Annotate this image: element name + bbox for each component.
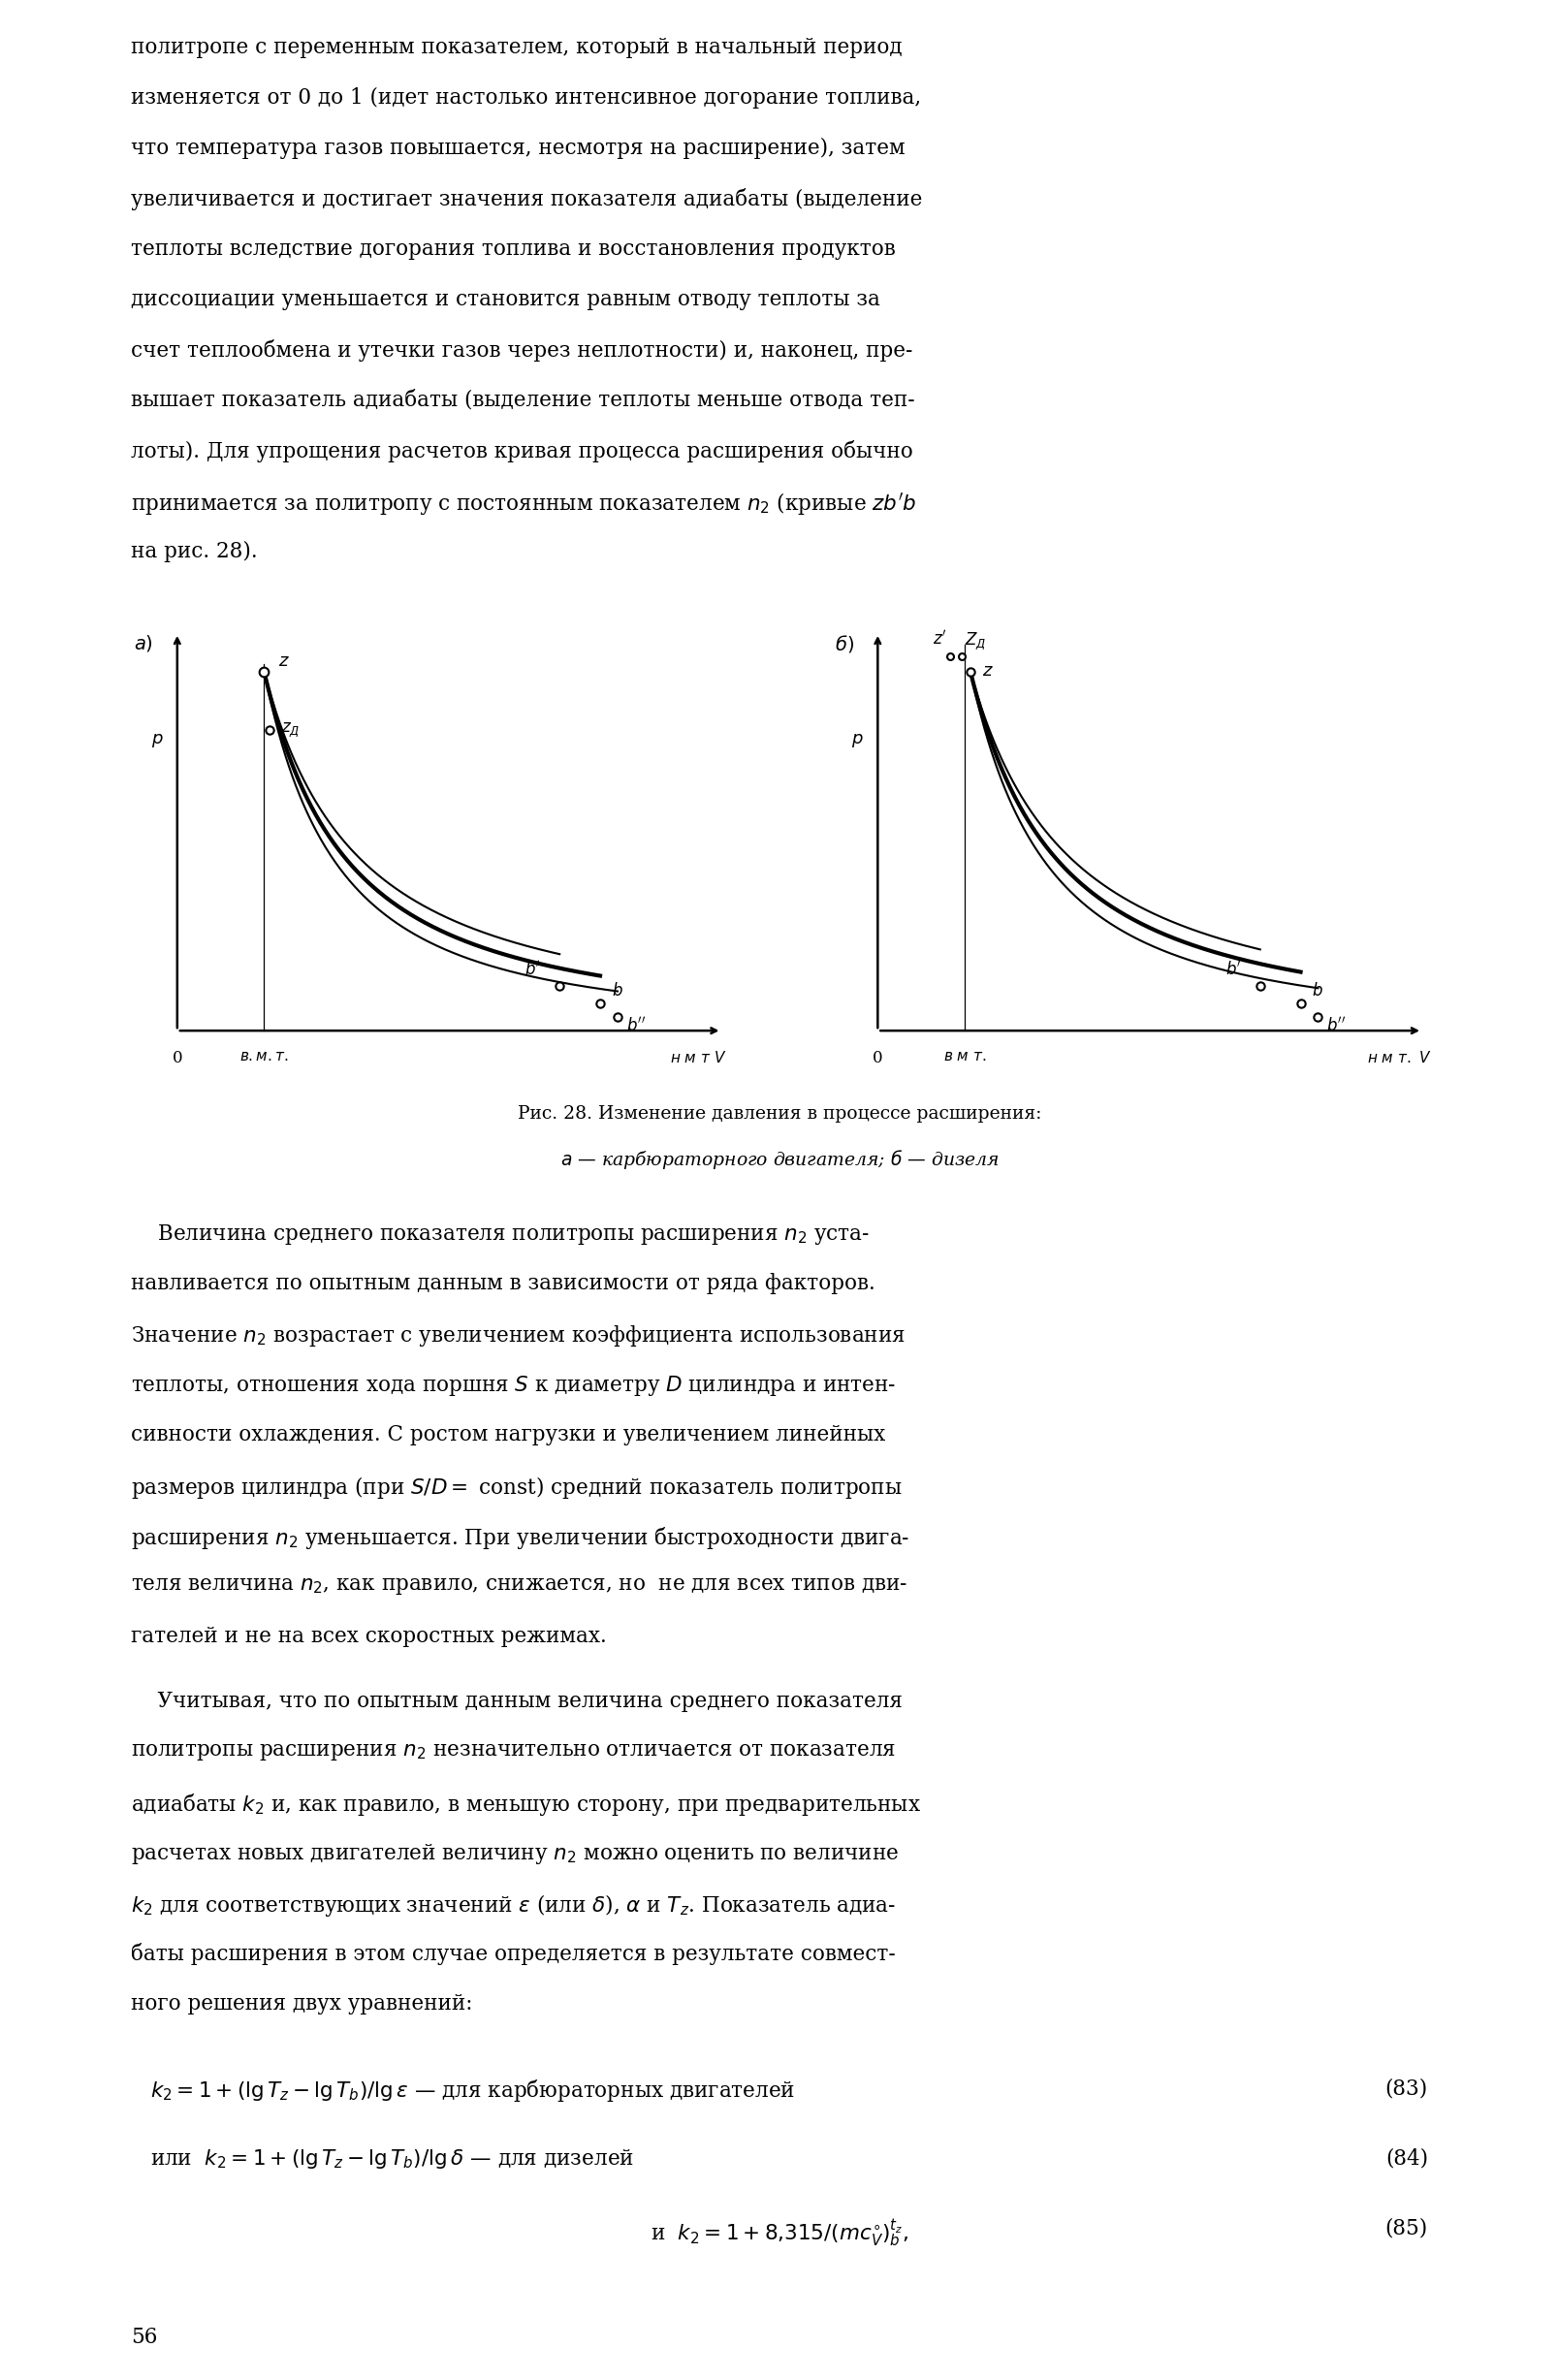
Text: политропы расширения $n_2$ незначительно отличается от показателя: политропы расширения $n_2$ незначительно… — [131, 1742, 896, 1764]
Text: счет теплообмена и утечки газов через неплотности) и, наконец, пре-: счет теплообмена и утечки газов через не… — [131, 340, 911, 362]
Text: $Z_{Д}$: $Z_{Д}$ — [964, 631, 986, 652]
Text: 56: 56 — [131, 2328, 157, 2349]
Text: ного решения двух уравнений:: ного решения двух уравнений: — [131, 1994, 472, 2016]
Text: (83): (83) — [1385, 2078, 1427, 2099]
Text: $а$ — карбюраторного двигателя; $б$ — дизеля: $а$ — карбюраторного двигателя; $б$ — ди… — [559, 1147, 999, 1171]
Text: адиабаты $k_2$ и, как правило, в меньшую сторону, при предварительных: адиабаты $k_2$ и, как правило, в меньшую… — [131, 1792, 921, 1818]
Text: $k_2 = 1 + (\mathrm{lg}\,T_z - \mathrm{lg}\,T_b)/\mathrm{lg}\,\varepsilon$ — для: $k_2 = 1 + (\mathrm{lg}\,T_z - \mathrm{l… — [150, 2078, 795, 2104]
Text: Величина среднего показателя политропы расширения $n_2$ уста-: Величина среднего показателя политропы р… — [131, 1223, 869, 1247]
Text: $b$: $b$ — [1312, 983, 1323, 1000]
Text: теплоты вследствие догорания топлива и восстановления продуктов: теплоты вследствие догорания топлива и в… — [131, 238, 894, 259]
Text: что температура газов повышается, несмотря на расширение), затем: что температура газов повышается, несмот… — [131, 138, 905, 159]
Text: на рис. 28).: на рис. 28). — [131, 540, 257, 562]
Text: $z$: $z$ — [279, 652, 290, 669]
Text: $b'$: $b'$ — [1225, 959, 1242, 978]
Text: (84): (84) — [1385, 2147, 1427, 2168]
Text: вышает показатель адиабаты (выделение теплоты меньше отвода теп-: вышает показатель адиабаты (выделение те… — [131, 390, 915, 412]
Text: $z_{Д}$: $z_{Д}$ — [282, 719, 301, 738]
Text: Значение $n_2$ возрастает с увеличением коэффициента использования: Значение $n_2$ возрастает с увеличением … — [131, 1323, 905, 1349]
Text: сивности охлаждения. С ростом нагрузки и увеличением линейных: сивности охлаждения. С ростом нагрузки и… — [131, 1423, 885, 1445]
Text: расширения $n_2$ уменьшается. При увеличении быстроходности двига-: расширения $n_2$ уменьшается. При увелич… — [131, 1526, 910, 1552]
Text: $b'$: $b'$ — [525, 959, 541, 978]
Text: расчетах новых двигателей величину $n_2$ можно оценить по величине: расчетах новых двигателей величину $n_2$… — [131, 1842, 897, 1866]
Text: $н\ м\ т\ V$: $н\ м\ т\ V$ — [670, 1050, 726, 1066]
Text: $b$: $b$ — [611, 983, 623, 1000]
Text: $z$: $z$ — [982, 662, 992, 678]
Text: $в.м.т.$: $в.м.т.$ — [240, 1050, 288, 1064]
Text: диссоциации уменьшается и становится равным отводу теплоты за: диссоциации уменьшается и становится рав… — [131, 288, 880, 309]
Text: или  $k_2 = 1 + (\mathrm{lg}\,T_z - \mathrm{lg}\,T_b)/\mathrm{lg}\,\delta$ — для: или $k_2 = 1 + (\mathrm{lg}\,T_z - \math… — [150, 2147, 634, 2171]
Text: $z'$: $z'$ — [932, 631, 946, 647]
Text: $н\ м\ т.\ V$: $н\ м\ т.\ V$ — [1366, 1050, 1430, 1066]
Text: $б)$: $б)$ — [834, 633, 854, 655]
Text: политропе с переменным показателем, который в начальный период: политропе с переменным показателем, кото… — [131, 36, 902, 57]
Text: увеличивается и достигает значения показателя адиабаты (выделение: увеличивается и достигает значения показ… — [131, 188, 922, 209]
Text: (85): (85) — [1385, 2218, 1427, 2240]
Text: $p$: $p$ — [151, 733, 164, 750]
Text: гателей и не на всех скоростных режимах.: гателей и не на всех скоростных режимах. — [131, 1626, 606, 1647]
Text: $k_2$ для соответствующих значений $\varepsilon$ (или $\delta$), $\alpha$ и $T_z: $k_2$ для соответствующих значений $\var… — [131, 1892, 896, 1918]
Text: Рис. 28. Изменение давления в процессе расширения:: Рис. 28. Изменение давления в процессе р… — [517, 1104, 1041, 1123]
Text: и  $k_2 = 1 + 8{,}315/(mc^{\circ}_V)^{t_z}_{b},$: и $k_2 = 1 + 8{,}315/(mc^{\circ}_V)^{t_z… — [650, 2218, 908, 2249]
Text: 0: 0 — [171, 1050, 182, 1066]
Text: $b''$: $b''$ — [1326, 1016, 1346, 1035]
Text: $а)$: $а)$ — [134, 633, 153, 655]
Text: баты расширения в этом случае определяется в результате совмест-: баты расширения в этом случае определяет… — [131, 1942, 894, 1966]
Text: теплоты, отношения хода поршня $S$ к диаметру $D$ цилиндра и интен-: теплоты, отношения хода поршня $S$ к диа… — [131, 1373, 896, 1397]
Text: 0: 0 — [872, 1050, 882, 1066]
Text: лоты). Для упрощения расчетов кривая процесса расширения обычно: лоты). Для упрощения расчетов кривая про… — [131, 440, 913, 462]
Text: теля величина $n_2$, как правило, снижается, но  не для всех типов дви-: теля величина $n_2$, как правило, снижае… — [131, 1576, 907, 1597]
Text: $в\ м\ т.$: $в\ м\ т.$ — [943, 1050, 986, 1064]
Text: Учитывая, что по опытным данным величина среднего показателя: Учитывая, что по опытным данным величина… — [131, 1690, 902, 1711]
Text: размеров цилиндра (при $S/D =$ const) средний показатель политропы: размеров цилиндра (при $S/D =$ const) ср… — [131, 1476, 902, 1502]
Text: $p$: $p$ — [851, 733, 863, 750]
Text: изменяется от 0 до 1 (идет настолько интенсивное догорание топлива,: изменяется от 0 до 1 (идет настолько инт… — [131, 88, 921, 109]
Text: навливается по опытным данным в зависимости от ряда факторов.: навливается по опытным данным в зависимо… — [131, 1273, 874, 1295]
Text: принимается за политропу с постоянным показателем $n_2$ (кривые $zb'b$: принимается за политропу с постоянным по… — [131, 490, 916, 516]
Text: $b''$: $b''$ — [626, 1016, 645, 1035]
